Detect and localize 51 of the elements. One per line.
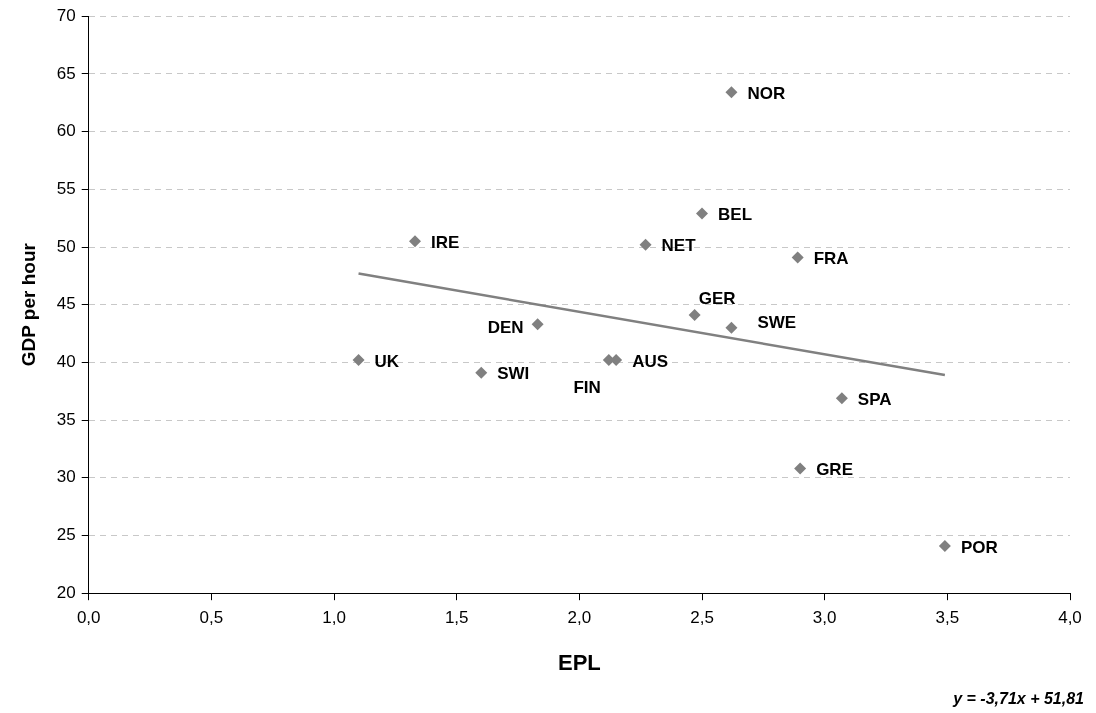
point <box>352 354 365 367</box>
x-tick-label: 1,0 <box>322 608 346 628</box>
y-tick-label: 60 <box>56 121 76 141</box>
point <box>696 207 709 220</box>
series-label: POR <box>960 537 998 557</box>
series-label: DEN <box>487 318 524 338</box>
x-tick-label: 2,5 <box>690 608 714 628</box>
point <box>725 321 738 334</box>
series-label: AUS <box>632 351 669 371</box>
point <box>688 309 701 322</box>
y-tick-label: 70 <box>56 5 76 25</box>
series-label: BEL <box>718 205 753 225</box>
series-label: SPA <box>857 389 892 409</box>
y-tick-label: 50 <box>56 236 76 256</box>
series-label: NET <box>661 236 697 256</box>
x-tick-label: 1,5 <box>444 608 469 628</box>
x-tick-label: 0,5 <box>199 608 224 628</box>
text: y = -3,71x + 51,81 <box>952 690 1085 708</box>
series-label: UK <box>374 351 400 371</box>
y-axis-title: GDP per hour <box>17 242 39 367</box>
series-label: IRE <box>430 232 460 252</box>
y-tick-label: 20 <box>56 582 76 602</box>
y-tick-label: 65 <box>56 63 76 83</box>
series-label: SWI <box>497 364 530 384</box>
point <box>791 251 804 264</box>
x-tick-label: 3,0 <box>812 608 837 628</box>
x-axis-title: EPL <box>557 649 601 675</box>
series-label: NOR <box>747 84 786 104</box>
series-label: SWE <box>757 313 797 333</box>
point <box>794 462 807 475</box>
y-tick-label: 25 <box>56 525 76 545</box>
y-tick-label: 30 <box>56 467 76 487</box>
x-tick-label: 4,0 <box>1058 608 1082 628</box>
point <box>938 539 951 552</box>
y-tick-label: 35 <box>56 409 76 429</box>
y-tick-label: 55 <box>56 178 76 198</box>
point <box>531 318 544 331</box>
x-tick-label: 0,0 <box>76 608 101 628</box>
point <box>725 86 738 99</box>
y-tick-label: 40 <box>56 352 76 372</box>
x-tick-label: 2,0 <box>567 608 592 628</box>
point <box>835 392 848 405</box>
y-tick-label: 45 <box>56 294 76 314</box>
series-label: FIN <box>573 377 601 397</box>
point <box>408 235 421 248</box>
series-label: GER <box>698 288 736 308</box>
series-label: GRE <box>816 460 853 480</box>
point <box>639 238 652 251</box>
x-tick-label: 3,5 <box>935 608 960 628</box>
series-label: FRA <box>813 249 849 269</box>
point <box>475 366 488 379</box>
